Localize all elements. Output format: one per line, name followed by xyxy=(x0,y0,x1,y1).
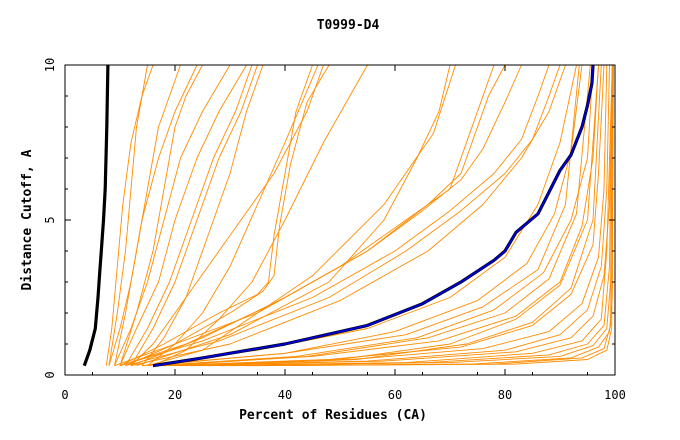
series-line-15 xyxy=(114,64,495,367)
series-line-31 xyxy=(196,64,613,367)
x-tick-label: 80 xyxy=(498,388,512,402)
y-tick-label: 10 xyxy=(43,58,57,72)
series-line-32 xyxy=(207,64,614,367)
series-line-0 xyxy=(105,64,154,366)
series-line-6 xyxy=(108,64,148,366)
series-line-26 xyxy=(158,64,605,367)
series-line-21 xyxy=(136,64,451,367)
series-line-27 xyxy=(163,64,608,367)
series-line-13 xyxy=(119,64,313,367)
y-tick-label: 5 xyxy=(43,216,57,223)
series-line-40 xyxy=(147,64,456,367)
series-line-18 xyxy=(119,64,550,367)
series-line-2 xyxy=(114,64,231,366)
series-line-17 xyxy=(130,64,522,367)
x-tick-label: 40 xyxy=(278,388,292,402)
series-line-14 xyxy=(125,64,330,367)
series-line-36 xyxy=(180,64,599,367)
series-line-23 xyxy=(147,64,583,367)
x-tick-label: 0 xyxy=(61,388,68,402)
series-line-16 xyxy=(119,64,506,367)
series-line-29 xyxy=(174,64,613,367)
series-line-9 xyxy=(141,64,264,366)
series-line-43 xyxy=(152,64,594,367)
chart-title: T0999-D4 xyxy=(317,18,380,33)
x-tick-label: 60 xyxy=(388,388,402,402)
series-layer xyxy=(82,64,614,368)
series-line-37 xyxy=(191,64,602,367)
y-tick-label: 0 xyxy=(43,371,57,378)
series-line-8 xyxy=(119,64,203,366)
series-line-41 xyxy=(82,64,110,367)
axis-layer: 0 20 40 60 80 100 0 5 10 xyxy=(43,58,626,402)
series-line-38 xyxy=(141,64,580,367)
series-line-19 xyxy=(125,64,561,367)
series-line-11 xyxy=(152,64,368,367)
series-line-35 xyxy=(246,64,614,367)
series-line-5 xyxy=(130,64,258,366)
series-line-39 xyxy=(163,64,591,367)
series-line-24 xyxy=(152,64,594,367)
series-line-12 xyxy=(130,64,324,367)
series-line-7 xyxy=(114,64,181,366)
series-line-20 xyxy=(130,64,566,367)
series-line-28 xyxy=(169,64,610,367)
series-line-4 xyxy=(125,64,253,366)
x-tick-label: 100 xyxy=(604,388,626,402)
x-axis-label: Percent of Residues (CA) xyxy=(239,408,427,423)
x-tick-label: 20 xyxy=(168,388,182,402)
y-axis-label: Distance Cutoff, A xyxy=(20,149,35,290)
series-line-3 xyxy=(119,64,247,366)
series-line-30 xyxy=(185,64,613,367)
